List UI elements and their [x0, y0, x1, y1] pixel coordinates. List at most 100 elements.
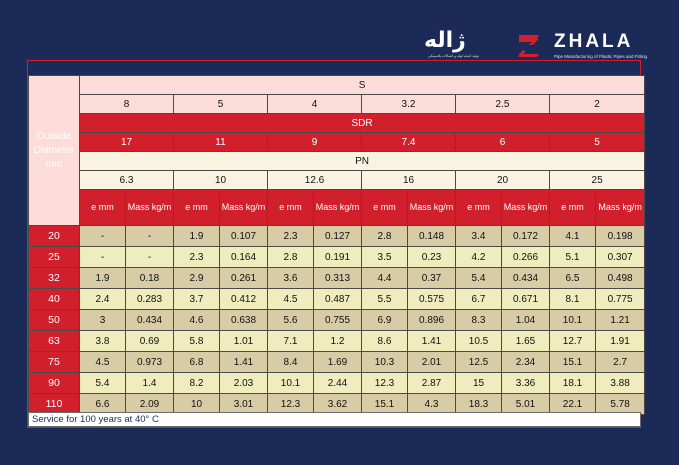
mass-header: Mass kg/m [407, 189, 456, 226]
mass-cell: 0.896 [407, 309, 456, 331]
thickness-cell: 5.1 [549, 246, 596, 268]
mass-cell: 0.69 [125, 330, 174, 352]
pn-header: PN [78, 151, 646, 171]
thickness-cell: 2.4 [79, 288, 126, 310]
mass-cell: 0.18 [125, 267, 174, 289]
mass-cell: 0.261 [219, 267, 268, 289]
s-value: 8 [79, 94, 174, 114]
mass-cell: - [125, 246, 174, 268]
mass-cell: 2.87 [407, 372, 456, 394]
header: ژاله تولید کننده لوله و اتصالات پلاستیکی… [0, 0, 679, 60]
thickness-cell: 8.6 [361, 330, 408, 352]
diameter-cell: 63 [28, 330, 80, 352]
mass-header: Mass kg/m [594, 189, 646, 226]
mass-cell: 3.88 [594, 372, 646, 394]
diameter-cell: 20 [28, 225, 80, 247]
thickness-cell: 15.1 [361, 393, 408, 415]
pn-value: 20 [455, 170, 550, 190]
thickness-cell: 6.5 [549, 267, 596, 289]
table-row: 110 6.6 2.09 10 3.01 12.3 3.62 15.1 4.3 18.3 5.01 2… [28, 393, 646, 415]
thickness-cell: 8.3 [455, 309, 502, 331]
thickness-cell: 2.3 [173, 246, 220, 268]
mass-cell: 0.127 [313, 225, 362, 247]
diameter-cell: 40 [28, 288, 80, 310]
thickness-cell: 10.5 [455, 330, 502, 352]
sdr-value: 17 [79, 132, 174, 152]
mass-cell: 0.638 [219, 309, 268, 331]
e-header: e mm [267, 189, 314, 226]
mass-cell: 3.62 [313, 393, 362, 415]
mass-cell: 0.107 [219, 225, 268, 247]
thickness-cell: - [79, 246, 126, 268]
thickness-cell: 6.8 [173, 351, 220, 373]
thickness-cell: 8.1 [549, 288, 596, 310]
thickness-cell: 15 [455, 372, 502, 394]
table-row: 50 3 0.434 4.6 0.638 5.6 0.755 6.9 0.896 8.3 1.04 1… [28, 309, 646, 331]
thickness-cell: 18.1 [549, 372, 596, 394]
mass-header: Mass kg/m [313, 189, 362, 226]
mass-cell: 0.23 [407, 246, 456, 268]
sdr-value: 5 [548, 132, 646, 152]
sdr-header: SDR [78, 113, 646, 133]
mass-cell: 1.04 [501, 309, 550, 331]
mass-cell: 0.198 [594, 225, 646, 247]
mass-cell: 2.03 [219, 372, 268, 394]
thickness-cell: 10.1 [267, 372, 314, 394]
sdr-value: 11 [173, 132, 268, 152]
brand-logo-english: ZHALA Pipe Manufacturing of Plastic Pipe… [554, 31, 647, 59]
mass-cell: 1.91 [594, 330, 646, 352]
mass-header: Mass kg/m [501, 189, 550, 226]
sdr-value: 7.4 [361, 132, 456, 152]
mass-cell: 1.41 [407, 330, 456, 352]
mass-cell: - [125, 225, 174, 247]
brand-tagline-en: Pipe Manufacturing of Plastic Pipes and … [554, 54, 648, 59]
brand-name-fa: ژاله [424, 28, 466, 53]
mass-cell: 0.775 [594, 288, 646, 310]
mass-header: Mass kg/m [125, 189, 174, 226]
mass-cell: 1.69 [313, 351, 362, 373]
mass-cell: 0.37 [407, 267, 456, 289]
thickness-cell: 8.2 [173, 372, 220, 394]
mass-cell: 0.434 [501, 267, 550, 289]
mass-cell: 1.41 [219, 351, 268, 373]
mass-cell: 5.78 [594, 393, 646, 415]
e-header: e mm [455, 189, 502, 226]
mass-cell: 0.307 [594, 246, 646, 268]
pn-value: 25 [548, 170, 646, 190]
thickness-cell: 3.5 [361, 246, 408, 268]
service-footnote: Service for 100 years at 40° C [28, 412, 641, 427]
table-row: 75 4.5 0.973 6.8 1.41 8.4 1.69 10.3 2.01 12.5 2.34… [28, 351, 646, 373]
mass-cell: 2.44 [313, 372, 362, 394]
thickness-cell: 3.8 [79, 330, 126, 352]
mass-cell: 3.01 [219, 393, 268, 415]
e-header: e mm [549, 189, 596, 226]
thickness-cell: 5.4 [79, 372, 126, 394]
thickness-cell: 10.3 [361, 351, 408, 373]
table-row: 20- -1.9 0.107 2.3 0.127 2.8 0.148 3.4 0.172 4.1 0… [28, 225, 646, 247]
thickness-cell: 15.1 [549, 351, 596, 373]
thickness-cell: 18.3 [455, 393, 502, 415]
mass-cell: 3.36 [501, 372, 550, 394]
sdr-value: 6 [455, 132, 550, 152]
pipe-spec-table: Outside Diameter mm S 8 5 4 3.2 2.5 2 SD… [28, 75, 646, 415]
e-header: e mm [79, 189, 126, 226]
thickness-cell: 6.9 [361, 309, 408, 331]
thickness-cell: 5.5 [361, 288, 408, 310]
pn-value: 12.6 [267, 170, 362, 190]
thickness-cell: 6.7 [455, 288, 502, 310]
mass-cell: 0.172 [501, 225, 550, 247]
pn-value: 10 [173, 170, 268, 190]
table-row: 40 2.4 0.283 3.7 0.412 4.5 0.487 5.5 0.575 6.7 0.6… [28, 288, 646, 310]
table-row: 25- -2.3 0.164 2.8 0.191 3.5 0.23 4.2 0.266 5.1 0.… [28, 246, 646, 268]
thickness-cell: 12.3 [361, 372, 408, 394]
mass-cell: 2.01 [407, 351, 456, 373]
e-header: e mm [173, 189, 220, 226]
brand-logo-persian: ژاله تولید کننده لوله و اتصالات پلاستیکی [418, 28, 508, 60]
mass-cell: 2.7 [594, 351, 646, 373]
thickness-cell: 5.6 [267, 309, 314, 331]
mass-cell: 1.65 [501, 330, 550, 352]
brand-tagline-fa: تولید کننده لوله و اتصالات پلاستیکی [428, 54, 479, 58]
thickness-cell: 1.9 [173, 225, 220, 247]
s-header: S [78, 75, 646, 95]
mass-cell: 2.09 [125, 393, 174, 415]
